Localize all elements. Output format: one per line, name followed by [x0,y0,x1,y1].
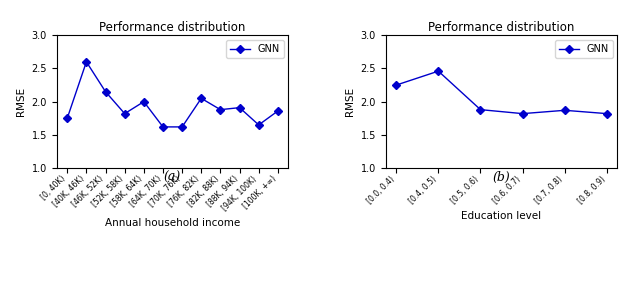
X-axis label: Annual household income: Annual household income [105,218,240,228]
GNN [435,69,442,73]
GNN [102,90,110,93]
Line: GNN: GNN [64,59,280,130]
Y-axis label: RMSE: RMSE [345,87,355,116]
GNN [217,108,224,111]
GNN [603,112,610,115]
Legend: GNN: GNN [555,40,612,58]
X-axis label: Education level: Education level [462,211,542,221]
Title: Performance distribution: Performance distribution [428,21,575,34]
Legend: GNN: GNN [226,40,284,58]
Text: (b): (b) [493,171,510,183]
GNN [392,83,400,87]
Title: Performance distribution: Performance distribution [100,21,246,34]
GNN [519,112,527,115]
GNN [178,125,186,129]
GNN [274,109,282,113]
GNN [561,108,568,112]
GNN [121,112,129,115]
GNN [236,106,243,109]
GNN [83,60,90,64]
Y-axis label: RMSE: RMSE [16,87,26,116]
Line: GNN: GNN [394,69,610,116]
Text: (a): (a) [164,171,181,183]
GNN [140,100,147,103]
GNN [477,108,484,111]
GNN [255,123,263,127]
GNN [64,116,71,120]
GNN [197,97,205,100]
GNN [159,125,167,129]
